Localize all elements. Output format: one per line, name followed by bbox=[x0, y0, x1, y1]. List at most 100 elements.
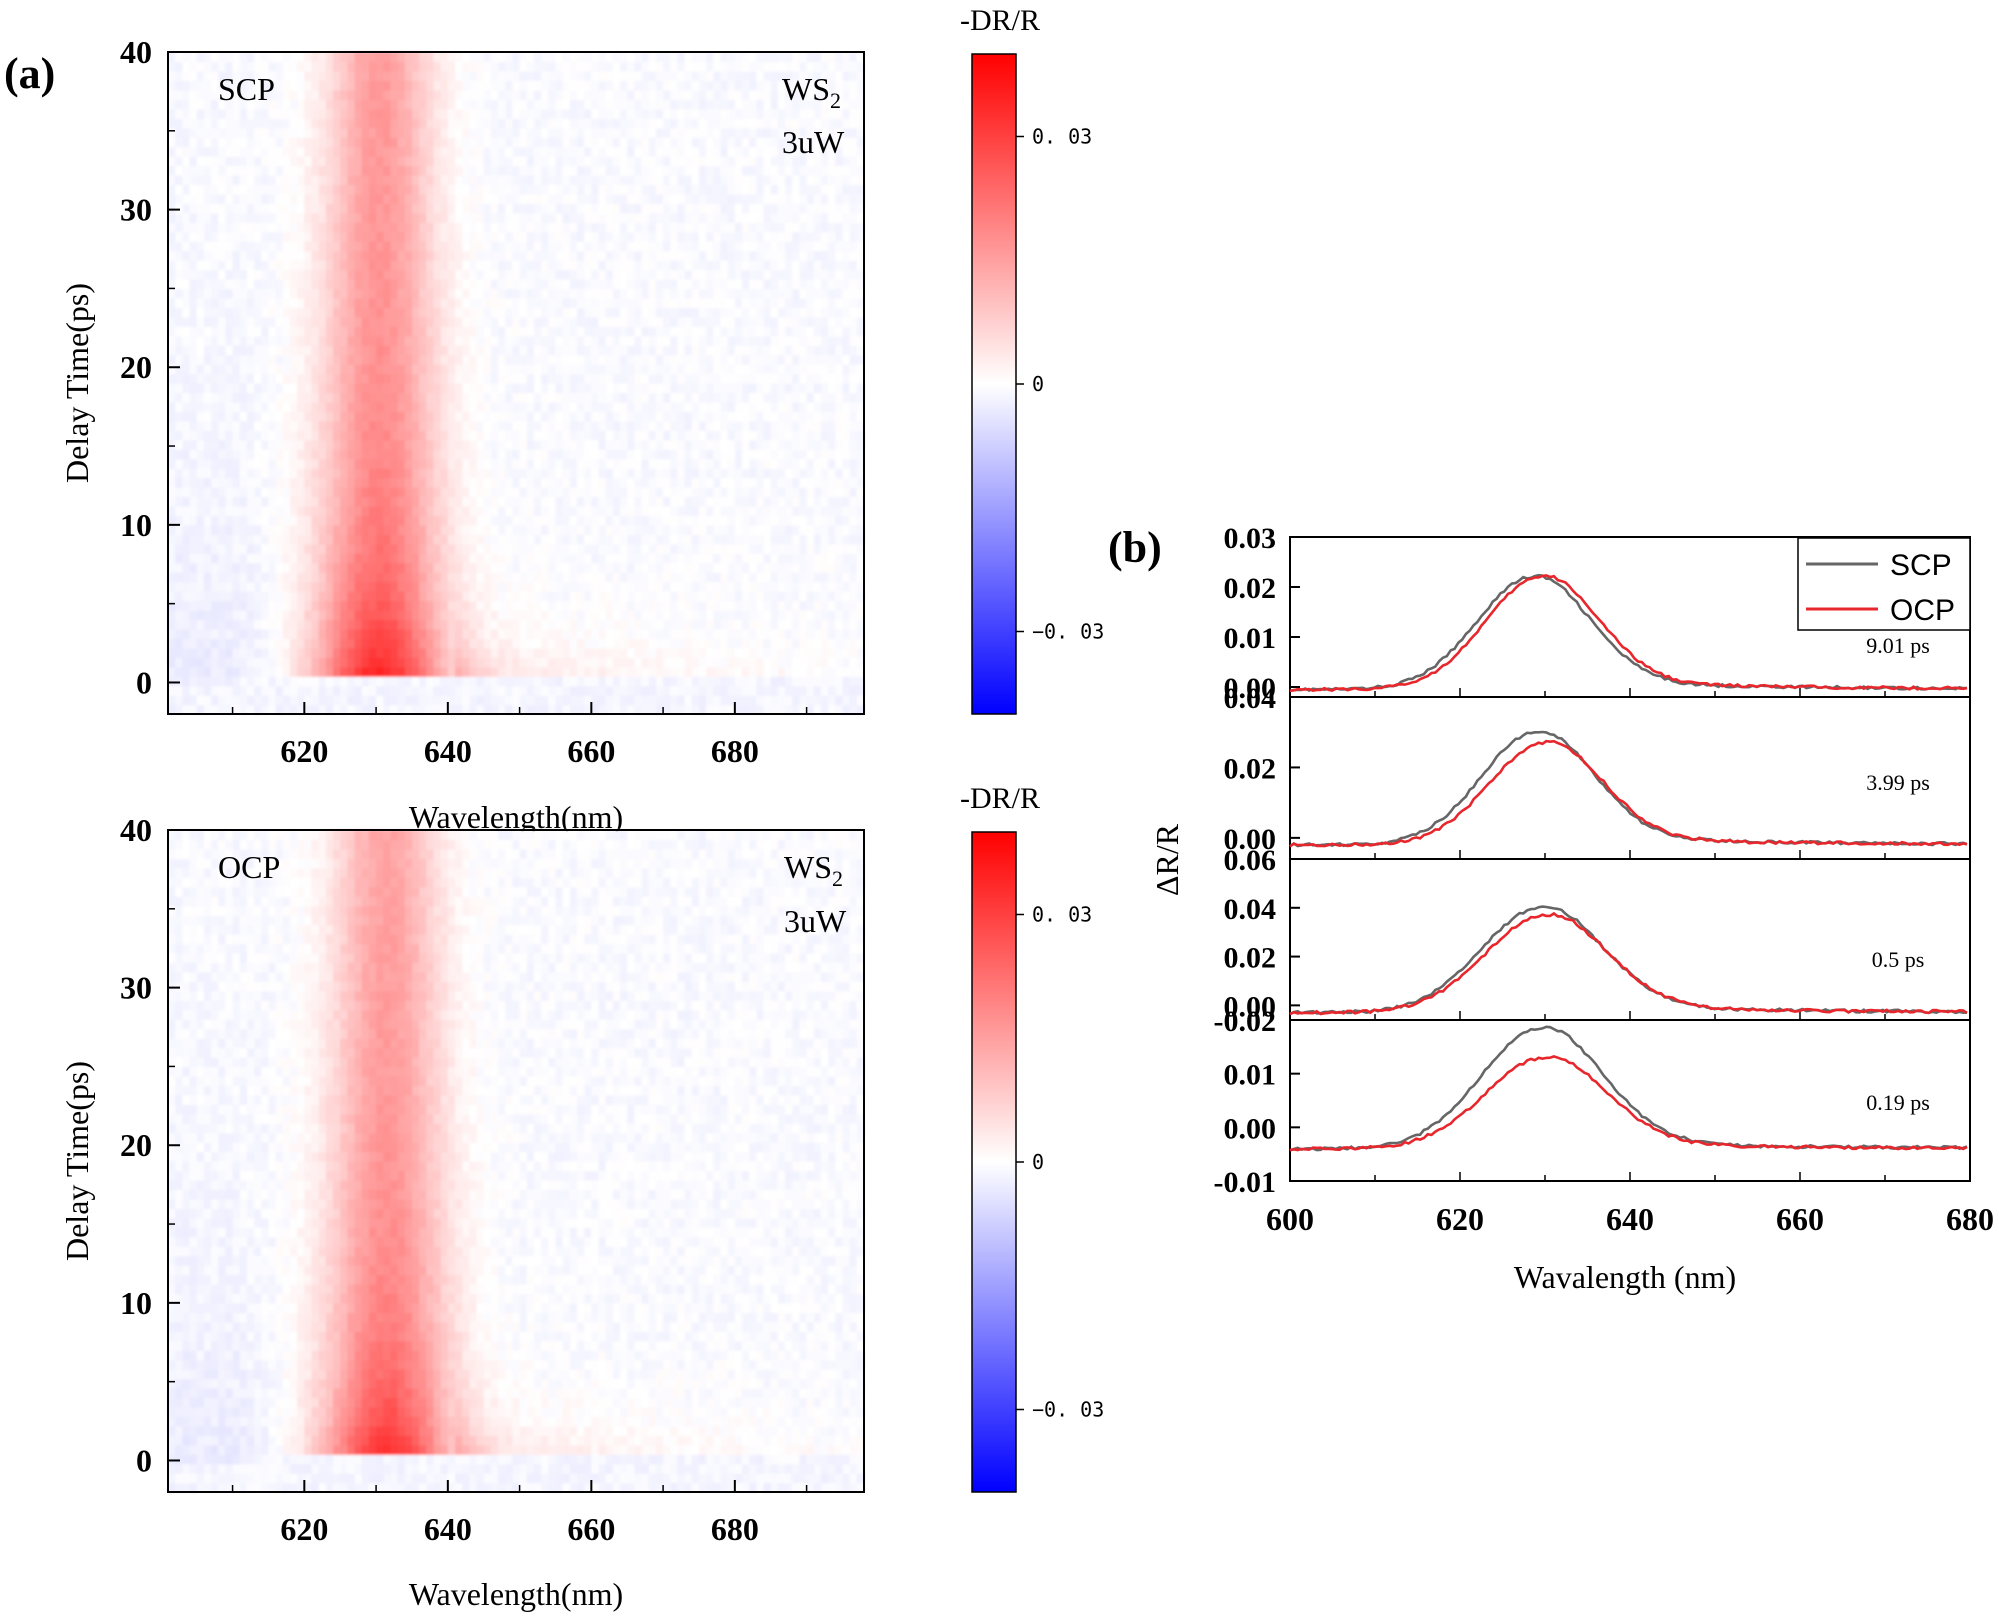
heatmap-cell bbox=[584, 628, 592, 639]
heatmap-cell bbox=[505, 250, 513, 261]
heatmap-cell bbox=[620, 392, 628, 403]
heatmap-cell bbox=[849, 231, 858, 242]
heatmap-cell bbox=[569, 619, 578, 630]
heatmap-cell bbox=[620, 628, 628, 639]
heatmap-cell bbox=[569, 420, 578, 431]
heatmap-cell bbox=[333, 515, 341, 526]
heatmap-cell bbox=[426, 335, 435, 346]
heatmap-cell bbox=[440, 534, 449, 545]
heatmap-cell bbox=[648, 496, 657, 507]
heatmap-cell bbox=[627, 231, 635, 242]
heatmap-cell bbox=[404, 505, 413, 516]
heatmap-cell bbox=[584, 392, 592, 403]
heatmap-cell bbox=[663, 505, 671, 516]
heatmap-cell bbox=[196, 297, 205, 308]
heatmap-cell bbox=[641, 449, 650, 460]
heatmap-cell bbox=[462, 260, 470, 271]
heatmap-cell bbox=[275, 250, 284, 261]
heatmap-cell bbox=[813, 430, 822, 441]
heatmap-cell bbox=[505, 449, 513, 460]
heatmap-cell bbox=[383, 534, 392, 545]
heatmap-cell bbox=[627, 553, 635, 564]
heatmap-cell bbox=[261, 241, 270, 252]
heatmap-cell bbox=[763, 515, 772, 526]
heatmap-cell bbox=[770, 477, 779, 488]
heatmap-cell bbox=[297, 269, 305, 280]
heatmap-cell bbox=[648, 647, 657, 658]
heatmap-cell bbox=[742, 241, 750, 252]
heatmap-cell bbox=[483, 279, 492, 290]
heatmap-cell bbox=[691, 260, 700, 271]
heatmap-cell bbox=[706, 345, 714, 356]
heatmap-cell bbox=[368, 430, 377, 441]
heatmap-cell bbox=[526, 383, 535, 394]
heatmap-cell bbox=[526, 297, 535, 308]
heatmap-cell bbox=[598, 610, 607, 621]
heatmap-cell bbox=[368, 392, 377, 403]
heatmap-cell bbox=[835, 383, 844, 394]
heatmap-cell bbox=[591, 704, 600, 715]
heatmap-cell bbox=[397, 250, 406, 261]
heatmap-cell bbox=[842, 241, 851, 252]
heatmap-cell bbox=[168, 581, 176, 592]
heatmap-cell bbox=[175, 638, 183, 649]
heatmap-cell bbox=[490, 439, 499, 450]
heatmap-cell bbox=[684, 524, 693, 535]
heatmap-cell bbox=[519, 524, 528, 535]
heatmap-cell bbox=[820, 543, 829, 554]
heatmap-cell bbox=[577, 458, 585, 469]
heatmap-cell bbox=[577, 231, 585, 242]
heatmap-cell bbox=[605, 468, 614, 479]
heatmap-cell bbox=[196, 383, 205, 394]
heatmap-cell bbox=[813, 647, 822, 658]
heatmap-cell bbox=[505, 619, 513, 630]
heatmap-cell bbox=[727, 676, 736, 687]
heatmap-cell bbox=[483, 307, 492, 318]
heatmap-cell bbox=[404, 231, 413, 242]
heatmap-cell bbox=[189, 695, 198, 706]
heatmap-cell bbox=[282, 373, 291, 384]
heatmap-cell bbox=[612, 260, 621, 271]
heatmap-cell bbox=[785, 638, 793, 649]
heatmap-cell bbox=[397, 373, 406, 384]
heatmap-cell bbox=[182, 515, 191, 526]
heatmap-cell bbox=[677, 505, 686, 516]
heatmap-cell bbox=[297, 572, 305, 583]
heatmap-cell bbox=[368, 704, 377, 715]
heatmap-cell bbox=[469, 515, 478, 526]
heatmap-cell bbox=[419, 364, 427, 375]
heatmap-cell bbox=[246, 505, 255, 516]
heatmap-cell bbox=[340, 591, 348, 602]
heatmap-cell bbox=[476, 477, 485, 488]
heatmap-cell bbox=[275, 345, 284, 356]
heatmap-cell bbox=[275, 553, 284, 564]
heatmap-cell bbox=[225, 279, 234, 290]
heatmap-cell bbox=[340, 610, 348, 621]
heatmap-cell bbox=[325, 307, 334, 318]
heatmap-cell bbox=[246, 279, 255, 290]
heatmap-cell bbox=[770, 241, 779, 252]
heatmap-cell bbox=[318, 553, 327, 564]
heatmap-cell bbox=[168, 420, 176, 431]
heatmap-cell bbox=[469, 610, 478, 621]
heatmap-cell bbox=[268, 543, 277, 554]
heatmap-cell bbox=[856, 449, 865, 460]
heatmap-cell bbox=[218, 676, 226, 687]
heatmap-cell bbox=[189, 241, 198, 252]
heatmap-cell bbox=[806, 335, 815, 346]
heatmap-cell bbox=[261, 307, 270, 318]
heatmap-cell bbox=[799, 534, 808, 545]
heatmap-cell bbox=[641, 695, 650, 706]
heatmap-cell bbox=[734, 610, 743, 621]
heatmap-cell bbox=[254, 704, 262, 715]
heatmap-cell bbox=[297, 307, 305, 318]
heatmap-cell bbox=[175, 562, 183, 573]
heatmap-cell bbox=[820, 411, 829, 422]
panel-label-a: (a) bbox=[4, 49, 55, 98]
heatmap-cell bbox=[476, 279, 485, 290]
heatmap-cell bbox=[304, 316, 313, 327]
heatmap-cell bbox=[591, 420, 600, 431]
heatmap-cell bbox=[203, 269, 212, 280]
heatmap-cell bbox=[555, 260, 564, 271]
heatmap-cell bbox=[691, 297, 700, 308]
